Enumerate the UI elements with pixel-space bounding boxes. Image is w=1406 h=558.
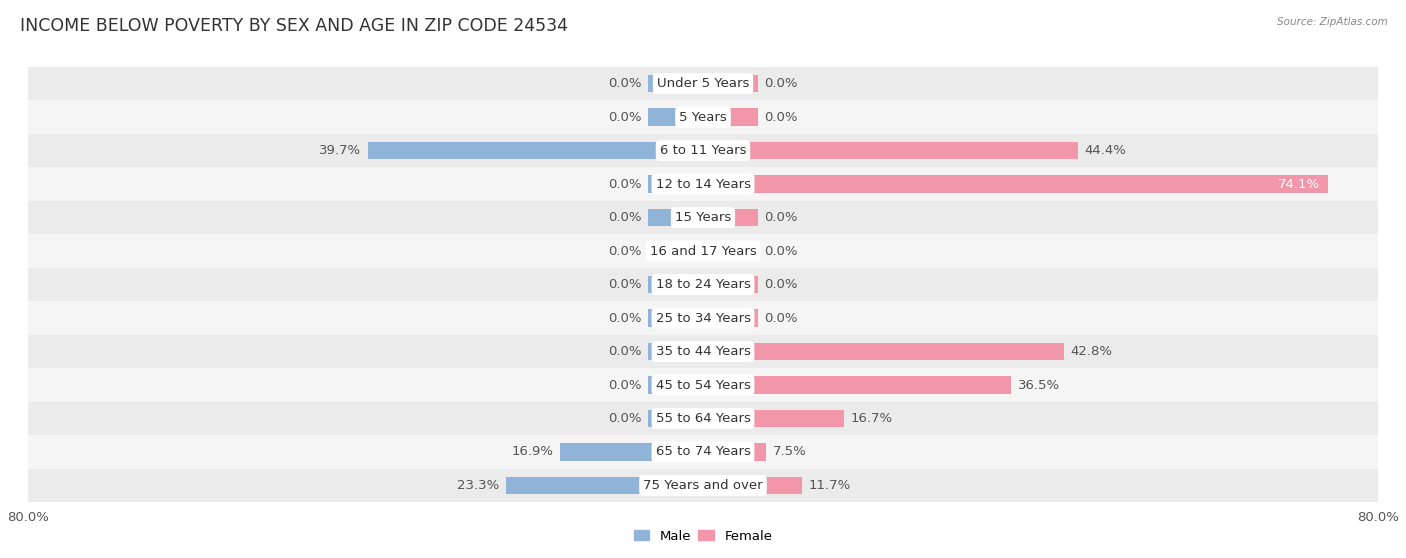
Text: 11.7%: 11.7% xyxy=(808,479,851,492)
Bar xyxy=(703,276,758,294)
Text: 75 Years and over: 75 Years and over xyxy=(643,479,763,492)
Legend: Male, Female: Male, Female xyxy=(628,525,778,548)
Bar xyxy=(648,376,703,394)
Text: 7.5%: 7.5% xyxy=(773,445,807,459)
Bar xyxy=(28,402,1378,435)
Bar xyxy=(703,142,1077,160)
Text: 15 Years: 15 Years xyxy=(675,211,731,224)
Bar xyxy=(703,309,758,327)
Bar xyxy=(28,435,1378,469)
Bar xyxy=(703,209,758,227)
Text: 23.3%: 23.3% xyxy=(457,479,499,492)
Text: 0.0%: 0.0% xyxy=(607,345,641,358)
Bar xyxy=(561,443,703,461)
Bar xyxy=(648,309,703,327)
Bar xyxy=(28,268,1378,301)
Bar xyxy=(368,142,703,160)
Text: 65 to 74 Years: 65 to 74 Years xyxy=(655,445,751,459)
Text: 0.0%: 0.0% xyxy=(765,110,799,124)
Bar xyxy=(703,477,801,494)
Text: 0.0%: 0.0% xyxy=(607,110,641,124)
Text: 0.0%: 0.0% xyxy=(607,412,641,425)
Bar xyxy=(703,108,758,126)
Text: 74.1%: 74.1% xyxy=(1278,177,1320,191)
Text: 0.0%: 0.0% xyxy=(607,311,641,325)
Text: 0.0%: 0.0% xyxy=(607,77,641,90)
Bar xyxy=(648,108,703,126)
Text: 0.0%: 0.0% xyxy=(765,244,799,258)
Bar xyxy=(648,209,703,227)
Bar xyxy=(28,368,1378,402)
Bar xyxy=(703,443,766,461)
Text: 36.5%: 36.5% xyxy=(1018,378,1060,392)
Text: 16.9%: 16.9% xyxy=(512,445,554,459)
Text: 0.0%: 0.0% xyxy=(607,211,641,224)
Text: 5 Years: 5 Years xyxy=(679,110,727,124)
Bar xyxy=(703,410,844,427)
Text: 0.0%: 0.0% xyxy=(765,311,799,325)
Text: 16.7%: 16.7% xyxy=(851,412,893,425)
Bar xyxy=(703,376,1011,394)
Bar xyxy=(648,276,703,294)
Bar xyxy=(28,100,1378,134)
Bar xyxy=(703,242,758,260)
Text: 0.0%: 0.0% xyxy=(765,211,799,224)
Bar xyxy=(703,75,758,93)
Text: 25 to 34 Years: 25 to 34 Years xyxy=(655,311,751,325)
Text: 0.0%: 0.0% xyxy=(765,77,799,90)
Text: 39.7%: 39.7% xyxy=(319,144,361,157)
Bar xyxy=(703,343,1064,360)
Bar xyxy=(28,301,1378,335)
Bar xyxy=(28,67,1378,100)
Text: Source: ZipAtlas.com: Source: ZipAtlas.com xyxy=(1277,17,1388,27)
Bar xyxy=(506,477,703,494)
Text: 12 to 14 Years: 12 to 14 Years xyxy=(655,177,751,191)
Bar xyxy=(703,175,1329,193)
Bar xyxy=(28,469,1378,502)
Text: 44.4%: 44.4% xyxy=(1084,144,1126,157)
Text: 0.0%: 0.0% xyxy=(607,177,641,191)
Bar xyxy=(648,343,703,360)
Bar xyxy=(648,242,703,260)
Text: 0.0%: 0.0% xyxy=(607,278,641,291)
Text: 0.0%: 0.0% xyxy=(765,278,799,291)
Text: 0.0%: 0.0% xyxy=(607,244,641,258)
Text: Under 5 Years: Under 5 Years xyxy=(657,77,749,90)
Bar xyxy=(648,175,703,193)
Text: 18 to 24 Years: 18 to 24 Years xyxy=(655,278,751,291)
Text: 42.8%: 42.8% xyxy=(1071,345,1112,358)
Text: 45 to 54 Years: 45 to 54 Years xyxy=(655,378,751,392)
Text: 35 to 44 Years: 35 to 44 Years xyxy=(655,345,751,358)
Bar xyxy=(648,75,703,93)
Bar xyxy=(28,134,1378,167)
Bar xyxy=(28,335,1378,368)
Bar xyxy=(28,201,1378,234)
Text: INCOME BELOW POVERTY BY SEX AND AGE IN ZIP CODE 24534: INCOME BELOW POVERTY BY SEX AND AGE IN Z… xyxy=(20,17,568,35)
Text: 55 to 64 Years: 55 to 64 Years xyxy=(655,412,751,425)
Bar xyxy=(28,234,1378,268)
Text: 0.0%: 0.0% xyxy=(607,378,641,392)
Bar xyxy=(28,167,1378,201)
Text: 16 and 17 Years: 16 and 17 Years xyxy=(650,244,756,258)
Bar xyxy=(648,410,703,427)
Text: 6 to 11 Years: 6 to 11 Years xyxy=(659,144,747,157)
